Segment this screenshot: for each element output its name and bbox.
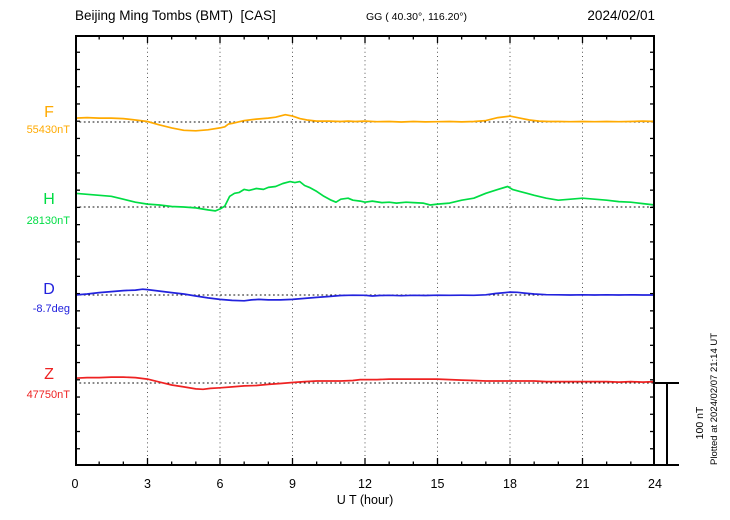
channel-D-letter: D: [43, 281, 55, 298]
channel-F-base-value: 55430nT: [26, 124, 70, 136]
x-tick-label: 3: [144, 477, 151, 491]
x-tick-label: 9: [289, 477, 296, 491]
plotted-timestamp-note: Plotted at 2024/02/07 21:14 UT: [709, 332, 720, 465]
channel-F-letter: F: [44, 104, 54, 121]
channel-Z-letter: Z: [44, 366, 54, 383]
channel-H-base-value: 28130nT: [26, 215, 70, 227]
x-tick-label: 12: [358, 477, 372, 491]
channel-Z-base-value: 47750nT: [26, 389, 70, 401]
scalebar-bottom-cap: [655, 464, 679, 466]
record-date: 2024/02/01: [587, 8, 655, 23]
station-title: Beijing Ming Tombs (BMT) [CAS]: [75, 8, 276, 23]
scalebar-top-cap: [655, 382, 679, 384]
scalebar-labels: 100 nT 0.5 deg: [669, 393, 706, 453]
geo-coordinates: GG ( 40.30°, 116.20°): [366, 11, 468, 23]
x-tick-label: 18: [503, 477, 517, 491]
scalebar-nt-label: 100 nT: [694, 406, 706, 440]
x-tick-label: 0: [71, 477, 79, 491]
x-tick-label: 24: [648, 477, 662, 491]
x-tick-label: 15: [430, 477, 445, 491]
x-tick-label: 6: [216, 477, 224, 491]
scalebar-line: [666, 383, 668, 466]
channel-D-base-value: -8.7deg: [32, 303, 70, 315]
channel-H-letter: H: [43, 191, 55, 208]
plot-svg: [75, 35, 655, 466]
x-axis-title: U T (hour): [336, 493, 394, 507]
x-tick-label: 21: [575, 477, 590, 491]
